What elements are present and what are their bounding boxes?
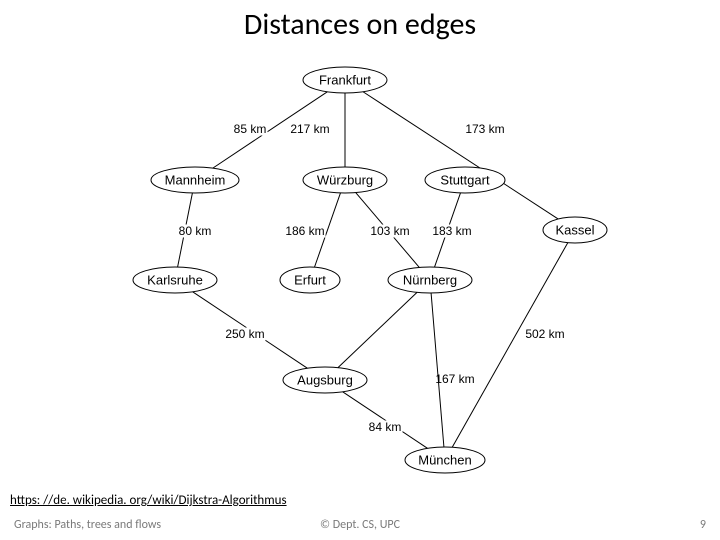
node-label-frankfurt: Frankfurt	[319, 72, 371, 87]
page-number: 9	[700, 518, 706, 532]
edge-nurnberg-munchen	[431, 293, 444, 447]
edge-label-frankfurt-mannheim: 85 km	[234, 122, 267, 136]
node-label-karlsruhe: Karlsruhe	[147, 272, 203, 287]
node-label-stuttgart: Stuttgart	[440, 172, 490, 187]
source-link[interactable]: https: //de. wikipedia. org/wiki/Dijkstr…	[10, 493, 287, 508]
edge-label-karlsruhe-augsburg: 250 km	[225, 327, 264, 341]
graph-diagram: 85 km 217 km 173 km 80 km 186 km 103 km 183 km…	[115, 60, 635, 480]
node-label-nurnberg: Nürnberg	[403, 272, 457, 287]
node-label-mannheim: Mannheim	[165, 172, 226, 187]
node-label-augsburg: Augsburg	[297, 372, 353, 387]
edge-label-frankfurt-wurzburg: 217 km	[290, 122, 329, 136]
edge-label-frankfurt-kassel: 173 km	[465, 122, 504, 136]
footer-center: © Dept. CS, UPC	[0, 518, 720, 532]
node-label-erfurt: Erfurt	[294, 272, 326, 287]
node-label-munchen: München	[418, 452, 471, 467]
edge-label-augsburg-munchen: 84 km	[369, 420, 402, 434]
edge-label-wurzburg-nurnberg: 103 km	[370, 224, 409, 238]
edge-label-wurzburg-erfurt: 186 km	[285, 224, 324, 238]
page-title: Distances on edges	[0, 6, 720, 43]
graph-svg: 85 km 217 km 173 km 80 km 186 km 103 km 183 km…	[115, 60, 635, 480]
edge-label-mannheim-karlsruhe: 80 km	[179, 224, 212, 238]
slide: Distances on edges 85 km 217 km 173 km 80 k…	[0, 0, 720, 540]
node-label-kassel: Kassel	[555, 222, 594, 237]
edge-nurnberg-augsburg	[338, 292, 417, 367]
edge-frankfurt-kassel	[363, 92, 558, 219]
edge-label-kassel-munchen: 502 km	[525, 327, 564, 341]
node-label-wurzburg: Würzburg	[317, 172, 373, 187]
edge-label-nurnberg-augsburg: 167 km	[435, 372, 474, 386]
edge-kassel-munchen	[452, 243, 568, 448]
edge-label-stuttgart-nurnberg: 183 km	[432, 224, 471, 238]
